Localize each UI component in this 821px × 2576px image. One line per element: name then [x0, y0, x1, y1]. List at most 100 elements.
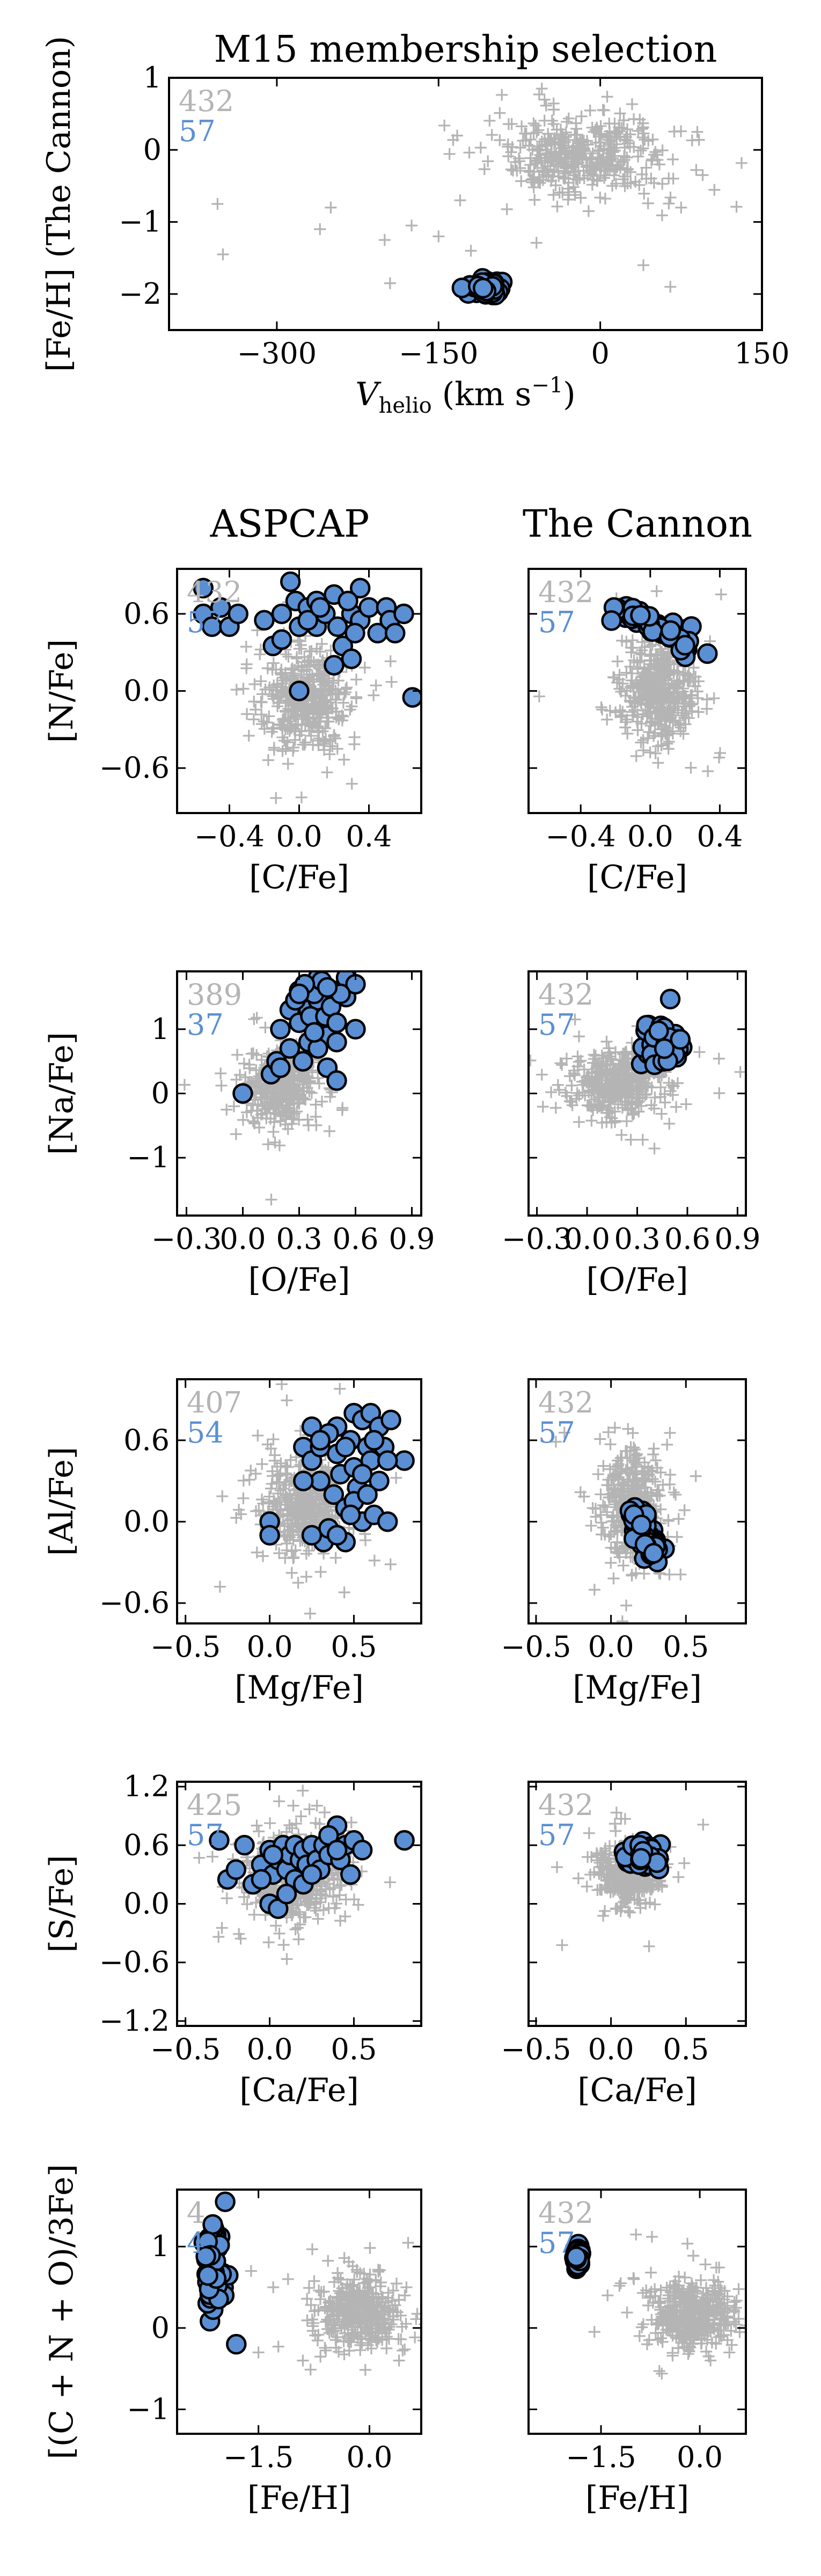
field-star-marker [335, 2273, 347, 2286]
x-tick-label: −1.5 [223, 2440, 294, 2474]
field-star-marker [409, 2331, 421, 2344]
field-star-marker [661, 1438, 673, 1451]
field-star-marker [553, 1084, 566, 1096]
field-star-marker [649, 747, 662, 759]
field-star-marker [482, 155, 494, 167]
field-star-marker [292, 1933, 305, 1945]
field-star-marker [558, 1426, 570, 1439]
field-star-marker [281, 736, 294, 749]
field-star-marker [634, 655, 646, 667]
field-star-marker [251, 1012, 263, 1024]
field-star-marker [656, 178, 669, 190]
field-star-marker [673, 676, 686, 688]
field-star-marker [600, 1035, 613, 1048]
field-star-marker [267, 1501, 279, 1513]
x-axis-label-subscript: helio [379, 393, 432, 418]
field-star-marker [621, 685, 633, 697]
field-star-marker [310, 1817, 322, 1829]
field-star-marker [368, 689, 380, 701]
field-star-marker [603, 1078, 615, 1090]
count-field: 425 [187, 1788, 242, 1822]
field-star-marker [596, 704, 609, 716]
field-star-marker [433, 230, 445, 243]
field-star-marker [325, 2325, 338, 2337]
x-tick-label: −0.3 [502, 1222, 572, 1256]
field-star-marker [268, 744, 280, 756]
x-tick-label: −0.5 [150, 2032, 221, 2066]
field-star-marker [558, 136, 570, 149]
field-star-marker [581, 159, 593, 171]
field-star-marker [582, 205, 595, 217]
field-star-marker [306, 2325, 319, 2337]
field-star-marker [531, 126, 543, 138]
field-star-marker [657, 702, 669, 714]
field-star-marker [380, 2342, 393, 2354]
field-star-marker [676, 707, 688, 719]
field-star-marker [615, 1129, 628, 1141]
field-star-marker [266, 1465, 278, 1477]
field-star-marker [258, 723, 270, 735]
field-star-marker [585, 1115, 598, 1127]
field-star-marker [257, 1550, 269, 1562]
field-star-marker [588, 1584, 600, 1596]
field-star-marker [376, 2334, 388, 2346]
field-star-marker [536, 1069, 548, 1081]
field-star-marker [261, 1438, 274, 1451]
plot-area [193, 1784, 415, 1965]
field-star-marker [272, 1094, 284, 1106]
field-star-marker [254, 648, 266, 661]
field-star-marker [269, 1449, 281, 1461]
field-star-marker [649, 146, 662, 158]
field-star-marker [530, 237, 543, 249]
field-star-marker [329, 1552, 342, 1564]
field-star-marker [667, 172, 679, 185]
member-star-marker [350, 577, 371, 599]
field-star-marker [310, 1099, 322, 1111]
field-star-marker [324, 740, 336, 752]
field-star-marker [599, 1905, 611, 1917]
member-star-marker [324, 655, 344, 676]
field-star-marker [511, 165, 523, 177]
field-star-marker [312, 1913, 324, 1925]
field-star-marker [637, 734, 649, 747]
y-tick-label: −1 [127, 1140, 170, 1174]
x-tick-label: 0.5 [663, 1630, 709, 1664]
field-star-marker [672, 1513, 685, 1525]
field-star-marker [613, 1471, 625, 1483]
field-star-marker [524, 159, 537, 171]
field-star-marker [335, 2322, 348, 2334]
field-star-marker [311, 1799, 323, 1812]
field-star-marker [346, 778, 358, 790]
member-star-marker [270, 1057, 291, 1078]
field-star-marker [362, 2300, 375, 2312]
field-star-marker [569, 1013, 581, 1026]
field-star-marker [685, 762, 697, 774]
axes-frame [527, 1378, 747, 1624]
field-star-marker [610, 1521, 622, 1534]
field-star-marker [599, 1501, 611, 1513]
field-star-marker [262, 754, 274, 766]
field-star-marker [372, 2264, 384, 2276]
field-star-marker [534, 177, 546, 189]
field-star-marker [319, 2341, 331, 2354]
field-star-marker [612, 1460, 624, 1472]
field-star-marker [598, 158, 610, 171]
field-star-marker [649, 1454, 662, 1467]
axes-frame [176, 1378, 422, 1624]
field-star-marker [271, 678, 283, 690]
field-star-marker [630, 1095, 642, 1108]
field-star-marker [331, 2331, 343, 2343]
y-tick-label: 0.0 [123, 1504, 170, 1538]
field-star-marker [697, 169, 709, 181]
field-star-marker [516, 120, 528, 133]
member-star-marker [280, 571, 301, 592]
member-star-marker [254, 610, 275, 631]
field-star-marker [640, 668, 653, 680]
field-star-marker [643, 1468, 655, 1481]
field-star-marker [248, 1013, 260, 1026]
field-star-marker [251, 1819, 263, 1832]
count-field: 432 [538, 575, 593, 609]
field-star-marker [545, 1086, 558, 1099]
